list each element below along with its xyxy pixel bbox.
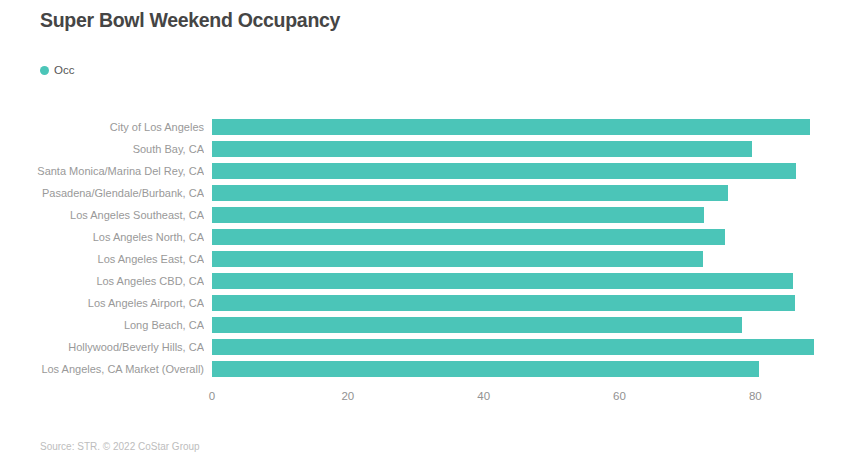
bar-row: South Bay, CA [0,138,830,160]
bar-row: Pasadena/Glendale/Burbank, CA [0,182,830,204]
bar-rows: City of Los Angeles South Bay, CA Santa Mo… [0,116,830,380]
occupancy-bar[interactable] [212,229,725,245]
bar-row: Los Angeles CBD, CA [0,270,830,292]
occupancy-bar[interactable] [212,361,759,377]
category-label: Los Angeles Airport, CA [0,297,204,309]
occupancy-bar[interactable] [212,141,752,157]
occupancy-bar[interactable] [212,185,728,201]
chart-title: Super Bowl Weekend Occupancy [40,9,340,32]
bar-row: Los Angeles, CA Market (Overall) [0,358,830,380]
occupancy-bar[interactable] [212,207,704,223]
occupancy-bar[interactable] [212,317,742,333]
bar-track [212,229,830,245]
x-axis-tick-label: 20 [341,390,354,402]
bar-row: City of Los Angeles [0,116,830,138]
occupancy-bar[interactable] [212,163,796,179]
category-label: Pasadena/Glendale/Burbank, CA [0,187,204,199]
category-label: Long Beach, CA [0,319,204,331]
bar-row: Los Angeles Airport, CA [0,292,830,314]
category-label: City of Los Angeles [0,121,204,133]
bar-track [212,317,830,333]
x-axis: 0 20 40 60 80 [212,390,830,406]
category-label: Los Angeles Southeast, CA [0,209,204,221]
bar-track [212,339,830,355]
x-axis-tick-label: 80 [749,390,762,402]
chart-card: Super Bowl Weekend Occupancy Occ City of… [0,0,867,471]
bar-row: Hollywood/Beverly Hills, CA [0,336,830,358]
bar-track [212,251,830,267]
category-label: Los Angeles, CA Market (Overall) [0,363,204,375]
x-axis-tick-label: 60 [613,390,626,402]
occupancy-bar[interactable] [212,119,810,135]
legend-item-occ[interactable]: Occ [40,64,74,76]
occupancy-bar[interactable] [212,339,814,355]
bar-chart-plot: City of Los Angeles South Bay, CA Santa Mo… [0,116,830,380]
category-label: Los Angeles North, CA [0,231,204,243]
bar-track [212,119,830,135]
bar-row: Los Angeles East, CA [0,248,830,270]
bar-track [212,295,830,311]
x-axis-tick-label: 0 [209,390,215,402]
bar-track [212,141,830,157]
category-label: Hollywood/Beverly Hills, CA [0,341,204,353]
occupancy-bar[interactable] [212,295,795,311]
bar-track [212,273,830,289]
bar-track [212,361,830,377]
category-label: Santa Monica/Marina Del Rey, CA [0,165,204,177]
category-label: South Bay, CA [0,143,204,155]
occupancy-bar[interactable] [212,273,793,289]
legend-occ-label: Occ [54,64,74,76]
category-label: Los Angeles East, CA [0,253,204,265]
category-label: Los Angeles CBD, CA [0,275,204,287]
occupancy-bar[interactable] [212,251,703,267]
source-attribution: Source: STR. © 2022 CoStar Group [40,441,200,452]
bar-row: Los Angeles Southeast, CA [0,204,830,226]
legend-occ-swatch-icon [40,66,49,75]
x-axis-tick-label: 40 [477,390,490,402]
bar-track [212,163,830,179]
bar-track [212,207,830,223]
bar-row: Los Angeles North, CA [0,226,830,248]
bar-row: Santa Monica/Marina Del Rey, CA [0,160,830,182]
bar-track [212,185,830,201]
bar-row: Long Beach, CA [0,314,830,336]
